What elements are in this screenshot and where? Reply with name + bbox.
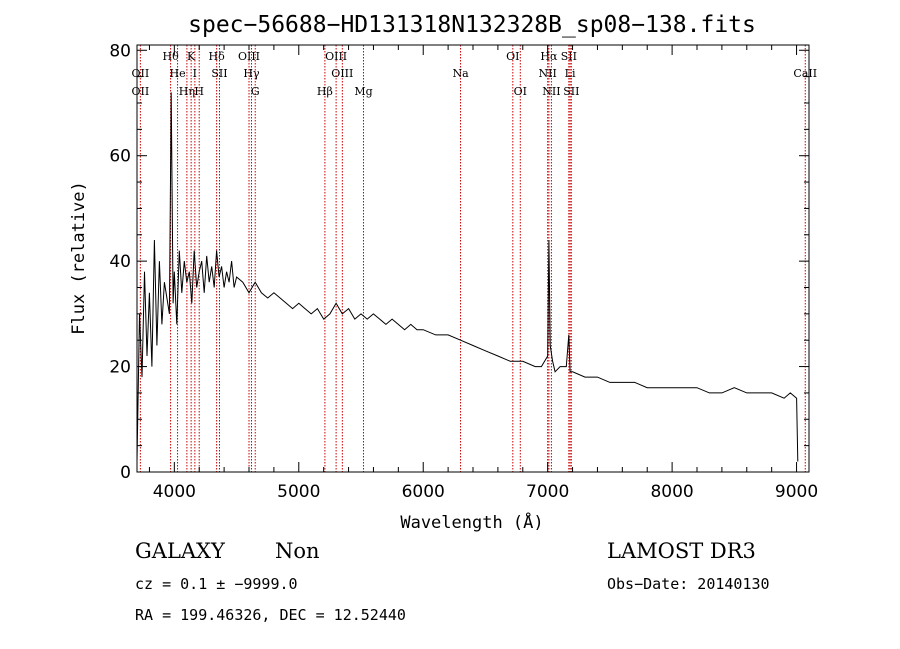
line-marker-label: Na [452,67,469,80]
line-marker-label: Hδ [209,50,226,63]
line-marker-label: Hα [540,50,558,63]
y-axis-label: Flux (relative) [69,181,89,335]
line-marker-label: NII [542,85,560,98]
y-tick-label: 80 [109,41,131,61]
x-tick-label: 8000 [650,482,693,502]
chart-title: spec−56688−HD131318N132328B_sp08−138.fit… [188,12,756,38]
line-marker-label: Mg [354,85,372,98]
line-marker-label: OI [506,50,519,63]
line-marker-label: G [251,85,260,98]
line-marker-label: SII [211,67,227,80]
line-marker-label: SII [563,85,579,98]
line-marker-label: OI [514,85,527,98]
line-marker-label: CaII [793,67,817,80]
y-tick-label: 40 [109,252,131,272]
line-marker-label: Hγ [243,67,260,80]
y-tick-label: 0 [120,463,131,483]
line-marker-label: OII [132,67,150,80]
y-tick-label: 60 [109,147,131,167]
object-subclass: Non [275,539,320,563]
obs-date-readout: Obs−Date: 20140130 [607,575,770,593]
plot-frame [136,44,810,473]
axis-ticks: 4000 5000 6000 7000 8000 9000 0 20 40 60 80 [109,41,818,502]
spectrum-line [136,92,799,462]
x-tick-label: 4000 [153,482,196,502]
survey-label: LAMOST DR3 [607,539,756,563]
line-marker-label: Hβ [317,85,333,98]
coordinates-readout: RA = 199.46326, DEC = 12.52440 [135,606,406,624]
line-marker-label: K [187,50,196,63]
line-marker-label: Li [565,67,576,80]
line-marker-label: NII [539,67,557,80]
x-tick-label: 9000 [775,482,818,502]
line-marker-label: He [170,67,186,80]
object-class: GALAXY [135,539,226,563]
line-marker-label: I [193,67,197,80]
x-axis-label: Wavelength (Å) [400,511,543,533]
line-marker-label: Hη [179,85,195,98]
line-marker-label: Hθ [162,50,179,63]
line-marker-label: OIII [331,67,353,80]
x-tick-label: 7000 [526,482,569,502]
line-marker-label: OIII [325,50,347,63]
x-tick-label: 6000 [402,482,445,502]
line-marker-label: SII [561,50,577,63]
line-marker-label: OIII [238,50,260,63]
y-tick-label: 20 [109,358,131,378]
redshift-readout: cz = 0.1 ± −9999.0 [135,575,298,593]
x-tick-label: 5000 [277,482,320,502]
line-marker-label: H [194,85,204,98]
line-marker-label: OII [132,85,150,98]
